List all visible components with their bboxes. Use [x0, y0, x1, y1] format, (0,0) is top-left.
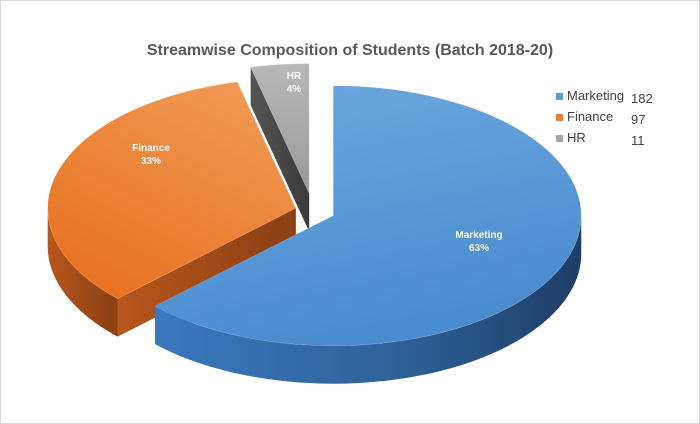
pie-slice-hr	[250, 63, 310, 232]
slice-top-finance	[47, 81, 297, 300]
legend-entry-hr: HR 11	[556, 130, 645, 148]
data-label-marketing-name: Marketing	[455, 230, 502, 241]
legend-value-marketing: 182	[631, 91, 653, 106]
legend-label-finance: Finance	[567, 109, 613, 124]
data-label-hr-name: HR	[287, 71, 302, 82]
pie-slice-marketing	[154, 85, 582, 384]
legend-label-hr: HR	[567, 130, 586, 145]
legend-entry-marketing: Marketing 182	[556, 88, 653, 106]
slice-side-finance	[47, 208, 118, 337]
legend: Marketing 182 Finance 97 HR 11	[556, 88, 653, 148]
slice-top-marketing	[154, 85, 582, 347]
data-label-marketing-percent: 63%	[469, 243, 489, 254]
legend-swatch-marketing	[556, 93, 563, 100]
data-label-finance-percent: 33%	[141, 156, 161, 167]
legend-swatch-finance	[556, 114, 563, 121]
slice-top-hr	[250, 63, 310, 194]
data-label-finance-name: Finance	[132, 143, 170, 154]
slice-wall-hr-start	[250, 67, 310, 232]
legend-swatch-hr	[556, 135, 563, 142]
data-label-hr-percent: 4%	[287, 84, 302, 95]
slice-side-marketing	[155, 215, 582, 384]
legend-value-hr: 11	[631, 133, 645, 148]
legend-label-marketing: Marketing	[567, 88, 624, 103]
chart-title: Streamwise Composition of Students (Batc…	[147, 42, 553, 59]
pie-plot-area: Marketing 63% Finance 33% HR 4%	[47, 63, 582, 384]
legend-entry-finance: Finance 97	[556, 109, 645, 127]
legend-value-finance: 97	[631, 112, 645, 127]
